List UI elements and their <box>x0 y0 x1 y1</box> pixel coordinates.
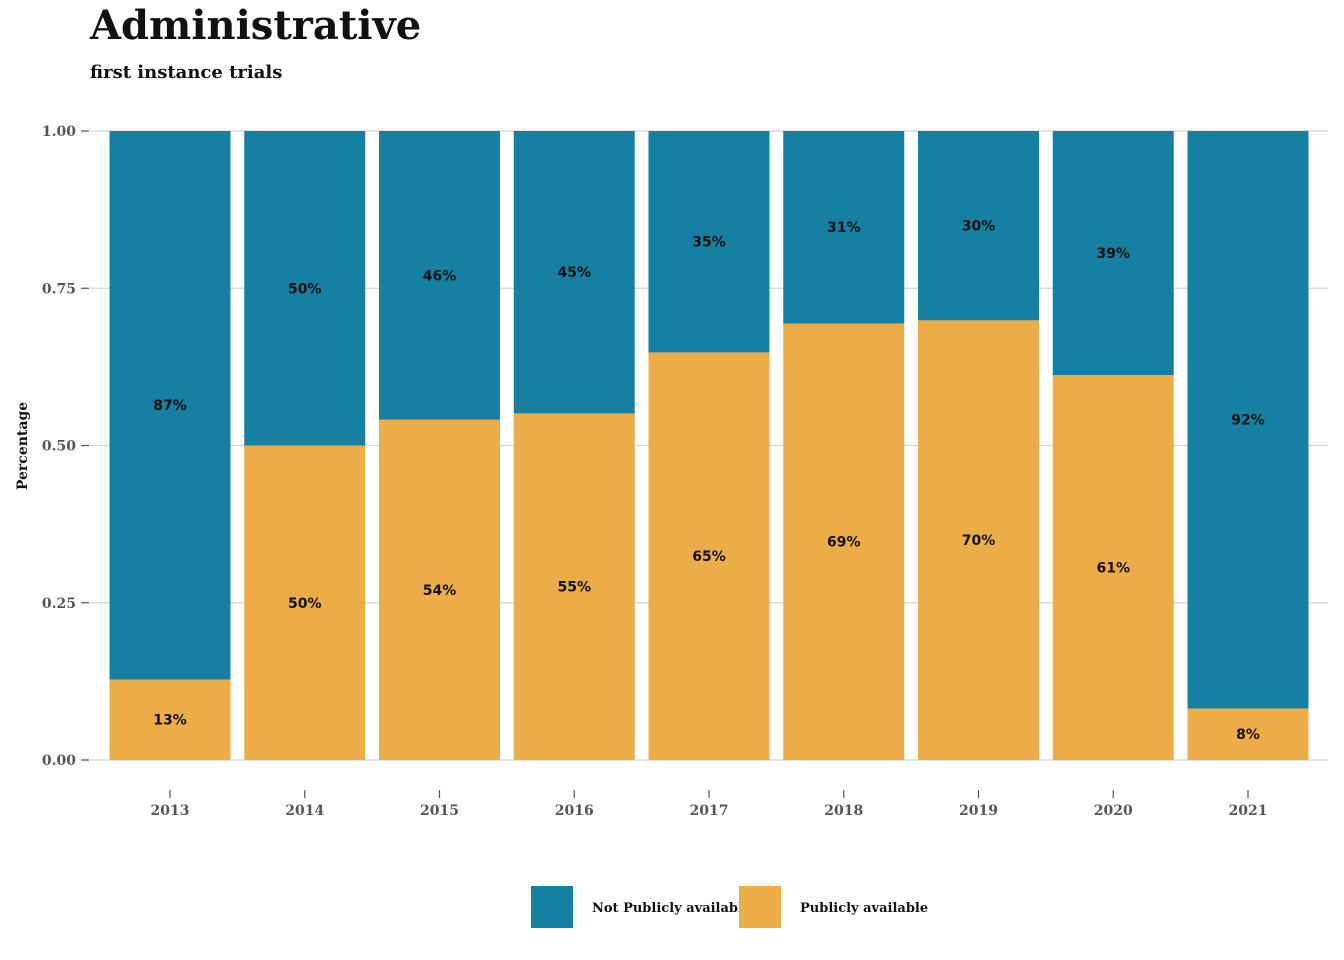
x-tick-label: 2019 <box>959 803 998 819</box>
bar-segment <box>783 131 905 324</box>
legend-swatch <box>531 886 573 928</box>
data-label: 31% <box>827 220 861 236</box>
bar-segment <box>1052 375 1174 760</box>
x-axis: 2013 2014 2015 2016 2017 2018 2019 2020 2021 <box>151 790 1268 819</box>
data-label: 87% <box>153 398 187 414</box>
data-label: 50% <box>288 596 322 612</box>
y-tick-label: 0.00 <box>42 753 76 769</box>
x-tick-label: 2016 <box>555 803 594 819</box>
bar-segment <box>513 413 635 760</box>
y-tick-label: 1.00 <box>42 124 76 140</box>
x-tick-label: 2020 <box>1094 803 1133 819</box>
data-label: 39% <box>1096 246 1130 262</box>
bar-segment <box>379 419 500 760</box>
bar-segment <box>379 131 500 420</box>
data-label: 92% <box>1231 413 1265 429</box>
bar-segment <box>244 131 366 446</box>
bar-segment <box>783 323 905 760</box>
data-label: 55% <box>557 580 591 596</box>
legend-swatch <box>739 886 781 928</box>
y-tick-label: 0.50 <box>42 439 76 455</box>
data-label: 69% <box>827 535 861 551</box>
y-axis-title: Percentage <box>15 402 31 490</box>
data-label: 50% <box>288 281 322 297</box>
chart-title: Administrative <box>90 2 422 49</box>
data-label: 70% <box>962 533 996 549</box>
data-label: 61% <box>1096 561 1130 577</box>
bar-segment <box>109 679 231 760</box>
y-tick-label: 0.75 <box>42 281 76 297</box>
data-label: 35% <box>692 235 726 251</box>
bar-segment <box>1187 708 1309 760</box>
x-tick-label: 2021 <box>1229 803 1268 819</box>
x-tick-label: 2015 <box>420 803 459 819</box>
bars-group: 13% 87% 50% 50% 54% 46% 55% 45% 65% 35% 69% 31% 70% 3… <box>109 131 1309 760</box>
data-label: 46% <box>423 268 457 284</box>
x-tick-label: 2013 <box>151 803 190 819</box>
bar-segment <box>244 445 366 760</box>
legend: Not Publicly available Publicly available <box>531 886 928 928</box>
data-label: 13% <box>153 713 187 729</box>
bar-segment <box>109 131 231 680</box>
legend-label: Not Publicly available <box>592 901 751 916</box>
chart-subtitle: first instance trials <box>90 62 283 83</box>
x-tick-label: 2017 <box>690 803 729 819</box>
y-axis: 0.00 0.25 0.50 0.75 1.00 <box>42 124 89 769</box>
x-tick-label: 2018 <box>824 803 863 819</box>
data-label: 65% <box>692 549 726 565</box>
bar-segment <box>648 131 770 353</box>
data-label: 8% <box>1236 727 1260 743</box>
bar-segment <box>918 131 1039 321</box>
bar-segment <box>1187 131 1309 709</box>
x-tick-label: 2014 <box>285 803 324 819</box>
bar-segment <box>1052 131 1174 376</box>
data-label: 45% <box>557 265 591 281</box>
bar-segment <box>513 131 635 414</box>
legend-label: Publicly available <box>800 901 928 916</box>
y-tick-label: 0.25 <box>42 596 76 612</box>
data-label: 30% <box>962 219 996 235</box>
bar-segment <box>918 320 1039 760</box>
data-label: 54% <box>423 583 457 599</box>
bar-segment <box>648 352 770 760</box>
